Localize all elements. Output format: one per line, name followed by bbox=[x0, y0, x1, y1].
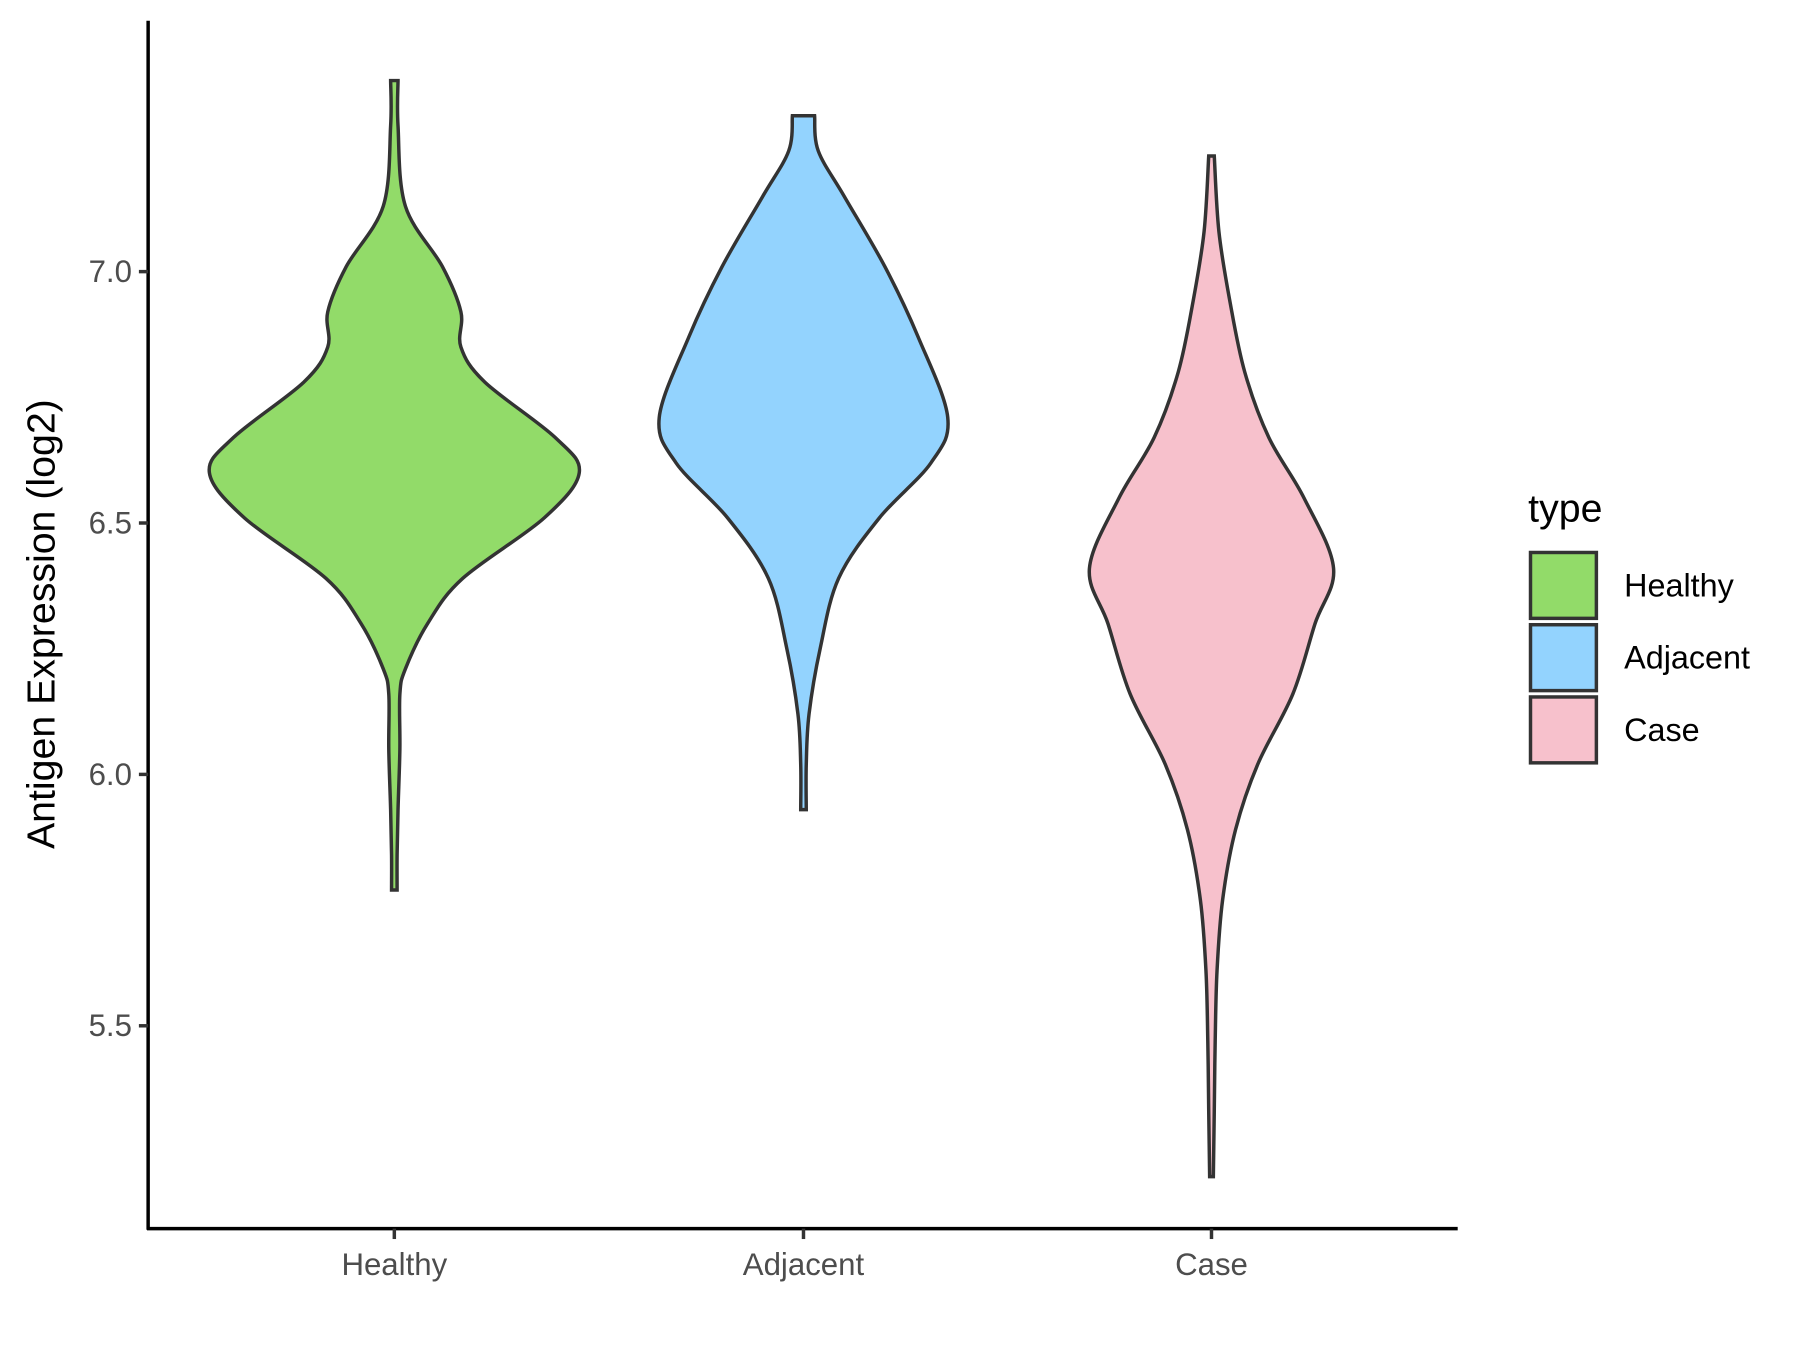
legend-label: Adjacent bbox=[1624, 640, 1750, 676]
x-tick-label: Adjacent bbox=[743, 1247, 865, 1282]
legend-label: Case bbox=[1624, 712, 1700, 748]
y-tick-label: 6.5 bbox=[89, 505, 132, 540]
legend-key-case bbox=[1528, 695, 1599, 765]
violin-adjacent bbox=[657, 114, 950, 812]
x-tick-label: Case bbox=[1175, 1247, 1248, 1282]
x-ticks: Healthy Adjacent Case bbox=[341, 1228, 1248, 1282]
violins bbox=[207, 78, 1336, 1179]
y-tick-label: 5.5 bbox=[89, 1008, 132, 1043]
legend-title: type bbox=[1528, 486, 1602, 530]
y-tick-label: 6.0 bbox=[89, 757, 132, 792]
legend-key-adjacent bbox=[1528, 622, 1599, 693]
x-tick-label: Healthy bbox=[341, 1247, 447, 1282]
legend: type Healthy Adjacent Case bbox=[1528, 486, 1750, 765]
y-ticks: 5.5 6.0 6.5 7.0 bbox=[89, 254, 149, 1043]
y-axis-title: Antigen Expression (log2) bbox=[20, 399, 64, 849]
legend-key-healthy bbox=[1528, 550, 1599, 621]
legend-label: Healthy bbox=[1624, 567, 1735, 603]
y-tick-label: 7.0 bbox=[89, 254, 132, 289]
violin-healthy bbox=[207, 78, 582, 892]
violin-case bbox=[1087, 154, 1336, 1179]
